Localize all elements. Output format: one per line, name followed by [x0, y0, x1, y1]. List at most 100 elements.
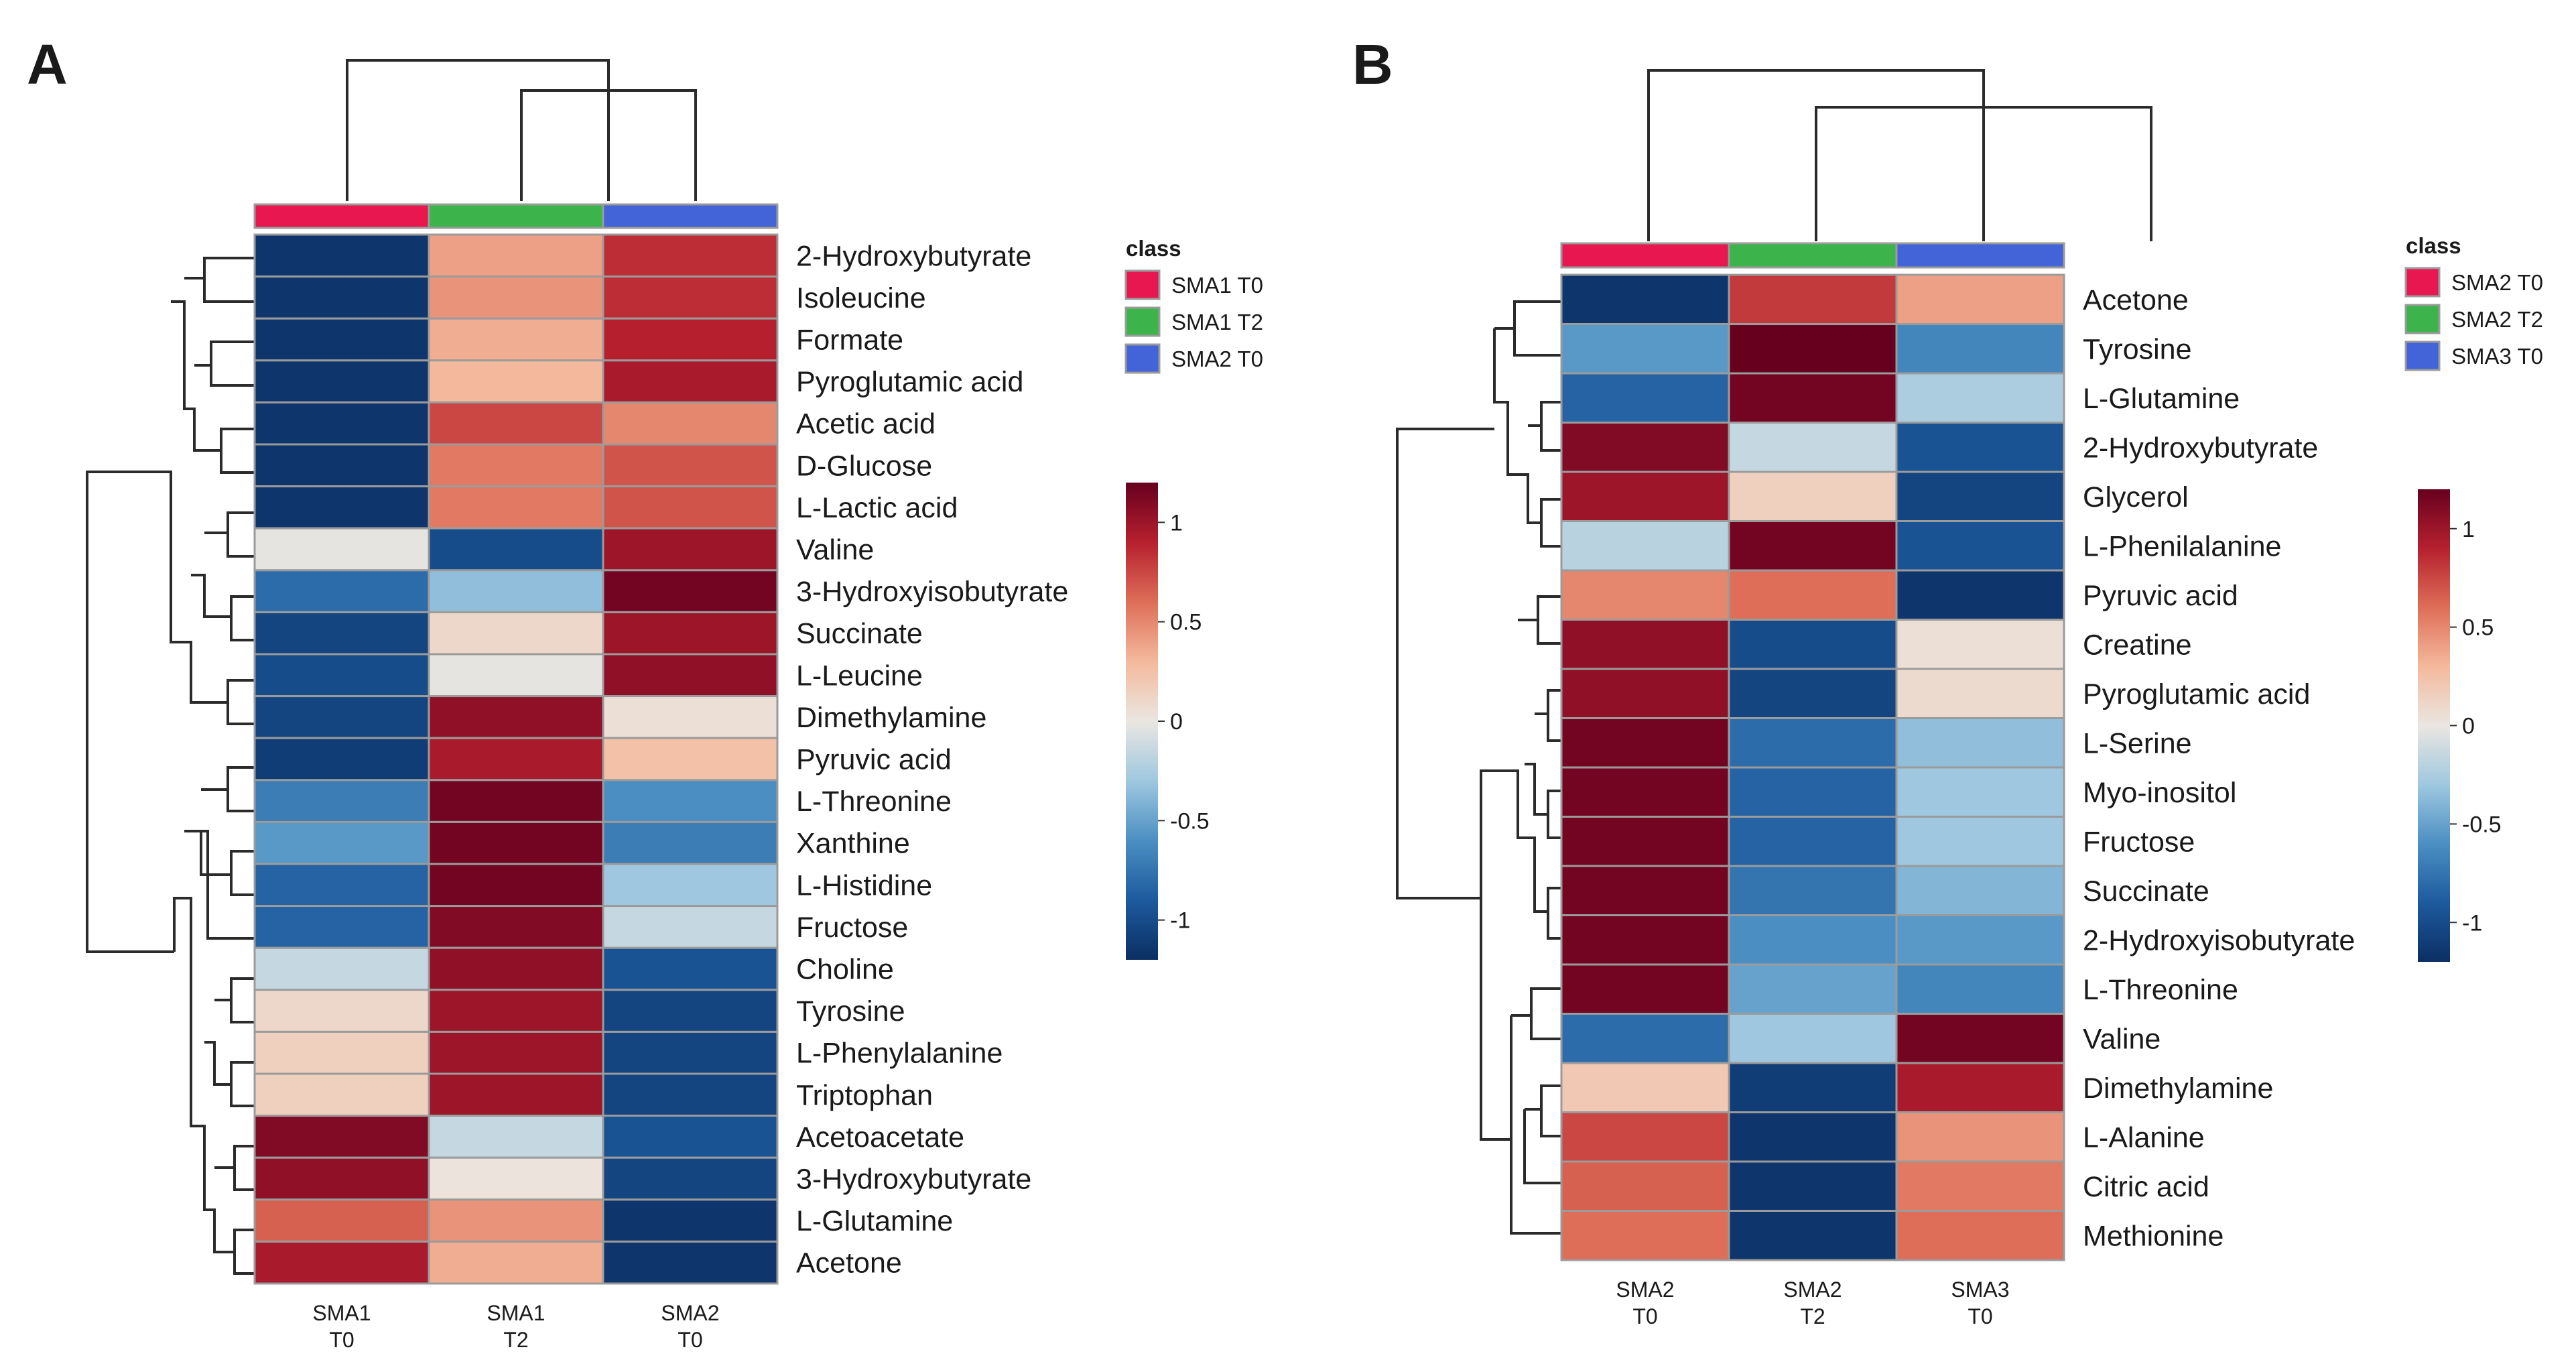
- heatmap-cell: [1560, 1160, 1730, 1212]
- heatmap-cell: [428, 401, 604, 446]
- heatmap-cell: [1560, 668, 1730, 719]
- column-label: SMA3: [1951, 1278, 2009, 1302]
- heatmap-cell: [253, 1240, 430, 1285]
- heatmap-cell: [253, 695, 430, 739]
- heatmap-cell: [428, 779, 604, 823]
- heatmap-cell: [1895, 471, 2065, 522]
- heatmap-cell: [1560, 1111, 1730, 1163]
- scale-tick-label: 1: [2462, 517, 2475, 542]
- row-label: 3-Hydroxyisobutyrate: [796, 576, 1068, 608]
- heatmap-cell: [428, 317, 604, 362]
- heatmap-cell: [253, 569, 430, 613]
- heatmap-cell: [602, 275, 779, 320]
- heatmap-cell: [1728, 914, 1898, 966]
- column-label-sub: T0: [678, 1328, 702, 1352]
- legend-entry: SMA2 T0: [1171, 347, 1263, 371]
- heatmap-cell: [1895, 619, 2065, 670]
- heatmap-cell: [253, 905, 430, 949]
- row-label: Acetoacetate: [796, 1121, 964, 1154]
- heatmap-cell: [1728, 372, 1898, 424]
- heatmap-cell: [253, 779, 430, 823]
- row-label: Acetic acid: [796, 408, 936, 440]
- row-label: L-Serine: [2083, 727, 2192, 759]
- row-label: L-Threonine: [2083, 974, 2238, 1006]
- row-label: L-Leucine: [796, 660, 923, 692]
- row-label: Pyroglutamic acid: [796, 366, 1023, 398]
- row-label: Dimethylamine: [2083, 1072, 2273, 1105]
- legend-title: class: [1126, 236, 1181, 261]
- heatmap-cell: [1728, 619, 1898, 670]
- heatmap-cell: [428, 233, 604, 278]
- scale-tick-label: 0.5: [2462, 615, 2494, 641]
- row-label: Succinate: [2083, 875, 2209, 908]
- heatmap-cell: [602, 401, 779, 446]
- heatmap-cell: [602, 1030, 779, 1075]
- heatmap-cell: [253, 233, 430, 278]
- heatmap-cell: [602, 1240, 779, 1285]
- row-label: L-Histidine: [796, 869, 932, 901]
- heatmap-cell: [1560, 816, 1730, 867]
- dendrogram-top-b: [1647, 69, 1985, 241]
- heatmap-cell: [428, 989, 604, 1033]
- row-label: Creatine: [2083, 629, 2192, 661]
- row-label: L-Phenilalanine: [2083, 530, 2281, 562]
- class-legend-b: class SMA2 T0 SMA2 T2 SMA3 T0: [2404, 233, 2543, 371]
- heatmap-cell: [253, 653, 430, 698]
- heatmap-cell: [1560, 1210, 1730, 1261]
- color-scale-b: 1 0.5 0 -0.5 -1: [2418, 489, 2502, 962]
- heatmap-cell: [602, 946, 779, 991]
- legend-swatch: [2404, 340, 2441, 371]
- heatmap-cell: [253, 737, 430, 782]
- legend-swatch: [2404, 267, 2441, 298]
- heatmap-cell: [1895, 569, 2065, 621]
- heatmap-cell: [1560, 865, 1730, 916]
- heatmap-cell: [1895, 1210, 2065, 1261]
- heatmap-cell: [602, 820, 779, 865]
- column-label-sub: T2: [503, 1328, 528, 1352]
- row-labels-a: 2-Hydroxybutyrate Isoleucine Formate Pyrogl…: [796, 240, 1068, 1279]
- heatmap-cell: [602, 1198, 779, 1243]
- dendrogram-top-b-2: [1815, 106, 2152, 241]
- row-label: L-Glutamine: [796, 1205, 953, 1237]
- panel-letter-b: B: [1352, 33, 1393, 96]
- heatmap-cell: [253, 359, 430, 403]
- color-scale-bar: [2418, 489, 2450, 962]
- dendrogram-rows-a: [86, 257, 255, 1275]
- heatmap-cell: [253, 443, 430, 488]
- row-label: Choline: [796, 954, 894, 986]
- class-bar-0-0: [253, 203, 430, 229]
- panel-a: A 2-Hydroxybutyrate Isoleucine Formate Pyro…: [27, 33, 1263, 1352]
- heatmap-cell: [602, 1115, 779, 1159]
- heatmap-cell: [253, 317, 430, 362]
- legend-swatch: [2404, 304, 2441, 334]
- heatmap-cell: [1895, 1111, 2065, 1163]
- heatmap-cell: [1560, 471, 1730, 522]
- scale-tick-label: -1: [1170, 908, 1190, 934]
- scale-tick-label: -0.5: [1170, 808, 1210, 834]
- dendrogram-top-a-2: [520, 89, 697, 201]
- scale-tick-label: -0.5: [2462, 812, 2502, 837]
- heatmap-cell: [602, 233, 779, 278]
- heatmap-cell: [253, 863, 430, 908]
- scale-tick-label: 0.5: [1170, 610, 1202, 635]
- heatmap-cell: [1728, 1111, 1898, 1163]
- heatmap-cell: [428, 359, 604, 403]
- heatmap-cell: [1895, 668, 2065, 719]
- row-label: 2-Hydroxybutyrate: [796, 240, 1031, 272]
- heatmap-cell: [1728, 422, 1898, 473]
- heatmap-cell: [1560, 372, 1730, 424]
- heatmap-cell: [428, 275, 604, 320]
- scale-tick-label: 0: [2462, 714, 2475, 739]
- heatmap-cell: [253, 946, 430, 991]
- legend-entry: SMA2 T2: [2451, 307, 2543, 332]
- row-label: L-Glutamine: [2083, 383, 2240, 415]
- heatmap-cell: [1560, 323, 1730, 375]
- heatmap-cell: [1728, 766, 1898, 818]
- heatmap-cell: [428, 737, 604, 782]
- column-label: SMA2: [1783, 1278, 1842, 1302]
- heatmap-cell: [1560, 963, 1730, 1015]
- heatmap-cell: [428, 905, 604, 949]
- heatmap-cell: [1728, 323, 1898, 375]
- legend-swatch: [1124, 306, 1161, 337]
